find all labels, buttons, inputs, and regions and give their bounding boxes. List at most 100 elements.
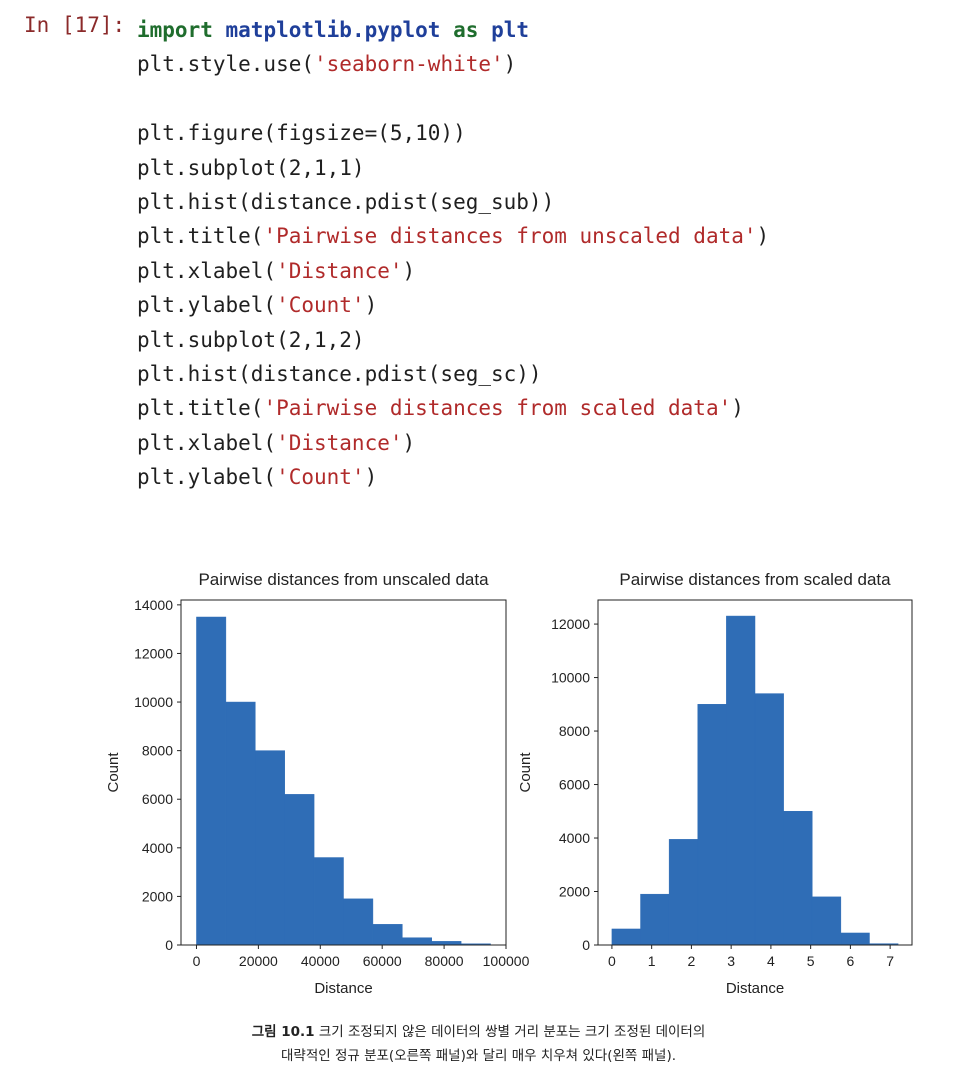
histogram-bar	[697, 704, 727, 946]
code-token: import	[137, 18, 213, 42]
code-token: plt.ylabel(	[137, 465, 277, 490]
code-token: plt.hist(distance.pdist(seg_sc))	[137, 361, 542, 386]
code-token: plt	[491, 18, 529, 42]
code-token: plt.title(	[137, 224, 264, 249]
code-line: ​	[137, 82, 769, 116]
chart-title: Pairwise distances from scaled data	[619, 570, 891, 589]
y-tick-label: 8000	[142, 743, 173, 759]
axes-frame	[180, 599, 507, 946]
code-line: plt.figure(figsize=(5,10))	[137, 116, 769, 150]
cell-prompt: In [17]:	[24, 13, 126, 37]
code-line: plt.title('Pairwise distances from unsca…	[137, 219, 769, 253]
code-token	[213, 18, 226, 42]
x-tick-label: 100000	[483, 953, 530, 969]
histogram-bar	[840, 932, 870, 946]
y-tick-label: 10000	[134, 694, 173, 710]
x-tick-label: 7	[886, 953, 894, 969]
code-line: plt.xlabel('Distance')	[137, 426, 769, 460]
y-tick-label: 0	[582, 937, 590, 953]
code-token: plt.ylabel(	[137, 293, 277, 318]
y-tick-label: 6000	[142, 791, 173, 807]
caption-line-1: 크기 조정되지 않은 데이터의 쌍별 거리 분포는 크기 조정된 데이터의	[318, 1024, 706, 1040]
y-axis-label: Count	[105, 752, 122, 793]
x-tick-label: 40000	[301, 953, 340, 969]
axes-frame	[597, 599, 913, 946]
code-token: 'Distance'	[276, 430, 403, 455]
code-token: )	[364, 293, 378, 318]
histogram-bar	[431, 941, 462, 946]
code-line: import matplotlib.pyplot as plt	[137, 13, 769, 47]
y-tick-label: 4000	[142, 840, 173, 856]
code-token: 'seaborn-white'	[314, 52, 504, 77]
histogram-bar	[284, 794, 315, 946]
code-token: )	[402, 430, 416, 455]
y-tick-label: 6000	[559, 777, 590, 793]
x-tick-label: 5	[807, 953, 815, 969]
code-line: plt.title('Pairwise distances from scale…	[137, 391, 769, 425]
y-tick-label: 12000	[134, 645, 173, 661]
y-tick-label: 0	[165, 937, 173, 953]
caption-label: 그림 10.1	[251, 1024, 315, 1040]
code-token: 'Count'	[276, 293, 365, 318]
histogram-bar	[668, 839, 699, 946]
code-cell[interactable]: In [17]: import matplotlib.pyplot as plt…	[0, 0, 957, 510]
code-token: plt.title(	[137, 396, 264, 421]
code-token: plt.subplot(2,1,1)	[137, 155, 365, 180]
code-line: plt.hist(distance.pdist(seg_sc))	[137, 357, 769, 391]
x-tick-label: 2	[688, 953, 696, 969]
histogram-bar	[343, 898, 374, 946]
code-token: plt.subplot(2,1,2)	[137, 327, 365, 352]
code-line: plt.subplot(2,1,2)	[137, 323, 769, 357]
y-tick-label: 12000	[551, 616, 590, 632]
x-tick-label: 4	[767, 953, 775, 969]
code-token: plt.xlabel(	[137, 430, 277, 455]
code-token: plt.hist(distance.pdist(seg_sub))	[137, 189, 555, 214]
x-axis-label: Distance	[726, 980, 784, 997]
code-line: plt.ylabel('Count')	[137, 288, 769, 322]
x-tick-label: 6	[846, 953, 854, 969]
code-token: matplotlib.pyplot	[225, 18, 441, 42]
histogram-bar	[726, 615, 756, 946]
y-tick-label: 10000	[551, 670, 590, 686]
code-token: as	[453, 18, 479, 42]
code-line: plt.hist(distance.pdist(seg_sub))	[137, 185, 769, 219]
histogram-bar	[783, 811, 813, 946]
x-tick-label: 1	[648, 953, 656, 969]
histogram-bar	[313, 857, 344, 946]
y-axis-label: Count	[517, 752, 534, 793]
chart-1: 0 20000 40000 60000 80000 100000 0 2000 4000 6000…	[105, 570, 530, 997]
code-token: 'Pairwise distances from unscaled data'	[263, 224, 757, 249]
x-tick-label: 20000	[239, 953, 278, 969]
y-tick-label: 2000	[142, 888, 173, 904]
x-axis-label: Distance	[314, 980, 372, 997]
code-token: plt.figure(figsize=(5,10))	[137, 121, 466, 146]
y-tick-label: 2000	[559, 884, 590, 900]
x-tick-label: 80000	[425, 953, 464, 969]
code-token: 'Pairwise distances from scaled data'	[263, 396, 732, 421]
histogram-bar	[372, 924, 403, 946]
code-token: 'Distance'	[276, 258, 403, 283]
x-tick-label: 0	[193, 953, 201, 969]
code-token: )	[503, 52, 517, 77]
histogram-bar	[402, 937, 432, 946]
code-token: 'Count'	[276, 465, 365, 490]
histogram-bar	[255, 750, 285, 946]
code-block[interactable]: import matplotlib.pyplot as plt plt.style…	[137, 13, 769, 494]
histogram-bar	[196, 616, 227, 946]
chart-title: Pairwise distances from unscaled data	[198, 570, 489, 589]
y-tick-label: 4000	[559, 830, 590, 846]
histogram-bar	[754, 693, 784, 946]
code-token: )	[731, 396, 744, 421]
code-line: plt.subplot(2,1,1)	[137, 151, 769, 185]
y-tick-label: 8000	[559, 723, 590, 739]
code-token	[478, 18, 491, 42]
code-line: plt.ylabel('Count')	[137, 460, 769, 494]
y-tick-label: 14000	[134, 597, 173, 613]
code-line: plt.xlabel('Distance')	[137, 254, 769, 288]
code-token	[440, 18, 453, 42]
code-line: plt.style.use('seaborn-white')	[137, 47, 769, 81]
code-token: )	[402, 258, 416, 283]
code-token: plt.style.use(	[137, 52, 315, 77]
x-tick-label: 60000	[363, 953, 402, 969]
chart-2: 0 1 2 3 4 5 6 7 0 2000 4000 6000 8000 10000 12000 Pairw…	[517, 570, 913, 997]
